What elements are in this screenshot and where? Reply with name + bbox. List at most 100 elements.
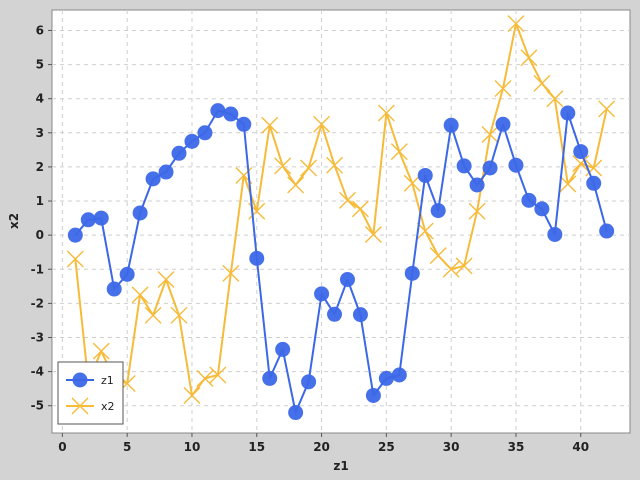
data-point-x2 — [442, 260, 460, 278]
legend-marker-z1 — [72, 372, 88, 388]
ticks: 0 5 10 15 20 25 30 35 40 -5 -4 -3 -2 -1 0 1 2 3 4 5 6 — [31, 23, 589, 454]
data-point-x2 — [222, 264, 240, 282]
data-point-z1 — [534, 201, 550, 217]
data-point-x2 — [144, 306, 162, 324]
data-point-z1 — [236, 116, 252, 132]
data-point-z1 — [197, 125, 213, 141]
data-point-x2 — [157, 270, 175, 288]
data-point-z1 — [145, 171, 161, 187]
data-point-x2 — [209, 366, 227, 384]
y-tick-label: -2 — [31, 296, 44, 310]
x-tick-label: 30 — [443, 440, 460, 454]
x-tick-label: 25 — [378, 440, 395, 454]
data-point-x2 — [455, 257, 473, 275]
data-point-x2 — [416, 222, 434, 240]
data-point-z1 — [184, 133, 200, 149]
legend-label: x2 — [101, 400, 115, 413]
x-axis-label: z1 — [333, 459, 348, 473]
data-point-x2 — [546, 90, 564, 108]
legend-item-x2: x2 — [66, 397, 115, 415]
data-point-z1 — [482, 160, 498, 176]
data-point-x2 — [494, 79, 512, 97]
data-point-z1 — [417, 167, 433, 183]
x-tick-label: 15 — [248, 440, 265, 454]
data-point-z1 — [495, 116, 511, 132]
data-point-x2 — [131, 286, 149, 304]
data-point-z1 — [469, 177, 485, 193]
data-point-z1 — [599, 223, 615, 239]
data-point-x2 — [92, 342, 110, 360]
data-point-z1 — [339, 271, 355, 287]
y-tick-label: 1 — [36, 194, 44, 208]
data-point-x2 — [66, 250, 84, 268]
data-point-z1 — [67, 227, 83, 243]
data-point-x2 — [533, 74, 551, 92]
data-point-x2 — [390, 143, 408, 161]
data-point-x2 — [338, 191, 356, 209]
data-point-z1 — [223, 106, 239, 122]
y-tick-label: 0 — [36, 228, 44, 242]
x-tick-label: 20 — [313, 440, 330, 454]
legend: z1 x2 — [57, 361, 124, 425]
data-point-x2 — [326, 156, 344, 174]
data-point-z1 — [443, 117, 459, 133]
legend-item-z1: z1 — [66, 372, 114, 388]
data-point-z1 — [314, 286, 330, 302]
data-point-x2 — [287, 176, 305, 194]
y-axis-label: x2 — [7, 213, 21, 229]
data-point-x2 — [170, 306, 188, 324]
y-tick-label: 6 — [36, 23, 44, 37]
data-point-z1 — [158, 164, 174, 180]
y-tick-label: -1 — [31, 262, 44, 276]
data-point-z1 — [171, 145, 187, 161]
data-point-z1 — [391, 367, 407, 383]
data-point-x2 — [364, 225, 382, 243]
y-tick-label: 5 — [36, 58, 44, 72]
data-point-z1 — [288, 405, 304, 421]
series-z1 — [67, 103, 615, 421]
data-point-z1 — [365, 387, 381, 403]
data-point-x2 — [585, 159, 603, 177]
legend-box — [57, 361, 124, 425]
data-point-z1 — [262, 370, 278, 386]
data-point-z1 — [378, 370, 394, 386]
data-point-z1 — [132, 205, 148, 221]
x-tick-label: 40 — [572, 440, 589, 454]
data-point-x2 — [183, 386, 201, 404]
legend-label: z1 — [101, 374, 114, 387]
data-point-z1 — [430, 203, 446, 219]
grid — [52, 10, 630, 433]
data-point-x2 — [274, 157, 292, 175]
data-point-x2 — [559, 175, 577, 193]
data-point-z1 — [327, 306, 343, 322]
plot-area — [51, 9, 631, 434]
data-point-x2 — [196, 369, 214, 387]
series — [66, 15, 616, 421]
data-point-z1 — [456, 158, 472, 174]
data-point-z1 — [560, 105, 576, 121]
y-tick-label: 2 — [36, 160, 44, 174]
y-tick-label: -4 — [31, 365, 44, 379]
data-point-x2 — [300, 159, 318, 177]
data-point-x2 — [351, 200, 369, 218]
y-tick-label: -3 — [31, 330, 44, 344]
data-point-z1 — [352, 307, 368, 323]
data-point-x2 — [403, 174, 421, 192]
data-point-x2 — [507, 15, 525, 33]
data-point-z1 — [547, 226, 563, 242]
x-tick-label: 10 — [184, 440, 201, 454]
data-point-x2 — [481, 126, 499, 144]
data-point-z1 — [586, 175, 602, 191]
x-tick-label: 5 — [123, 440, 131, 454]
data-point-z1 — [249, 250, 265, 266]
y-tick-label: 3 — [36, 126, 44, 140]
data-point-z1 — [301, 374, 317, 390]
x-tick-label: 35 — [508, 440, 525, 454]
data-point-x2 — [377, 104, 395, 122]
data-point-z1 — [521, 192, 537, 208]
data-point-x2 — [520, 49, 538, 67]
data-point-x2 — [468, 202, 486, 220]
y-tick-label: 4 — [36, 92, 44, 106]
series-line-x2 — [74, 22, 608, 397]
